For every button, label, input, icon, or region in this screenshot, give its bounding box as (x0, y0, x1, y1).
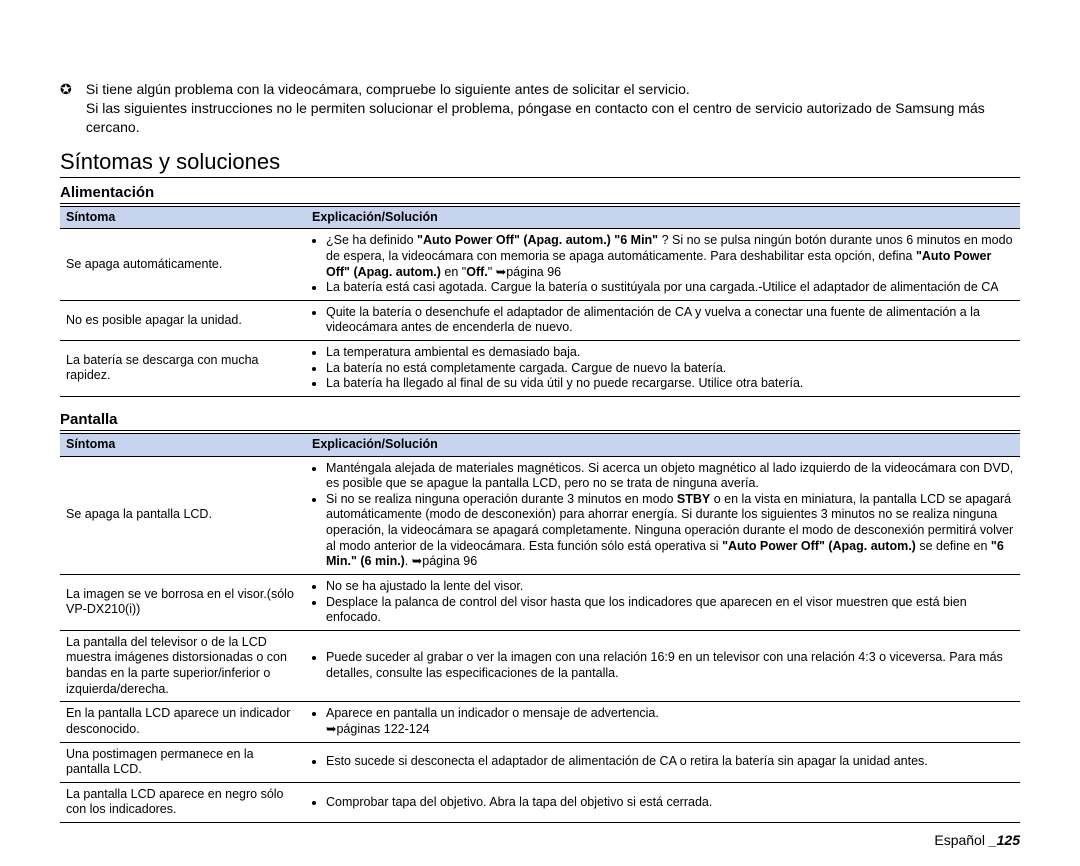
solution-list: Esto sucede si desconecta el adaptador d… (308, 754, 1014, 770)
subsection-title-alimentacion: Alimentación (60, 184, 1020, 204)
solution-list: La temperatura ambiental es demasiado ba… (308, 345, 1014, 392)
table-alimentacion: Síntoma Explicación/Solución Se apaga au… (60, 206, 1020, 397)
th-symptom: Síntoma (60, 206, 302, 229)
solution-item: Puede suceder al grabar o ver la imagen … (326, 650, 1014, 681)
th-symptom: Síntoma (60, 433, 302, 456)
solution-list: Puede suceder al grabar o ver la imagen … (308, 650, 1014, 681)
intro-line-1: Si tiene algún problema con la videocáma… (86, 81, 690, 97)
section-title: Síntomas y soluciones (60, 149, 1020, 178)
subsection-title-pantalla: Pantalla (60, 411, 1020, 431)
cell-solution: No se ha ajustado la lente del visor.Des… (306, 574, 1020, 630)
cell-symptom: En la pantalla LCD aparece un indicador … (60, 702, 302, 742)
solution-list: Manténgala alejada de materiales magnéti… (308, 461, 1014, 570)
footer-lang: Español (934, 832, 988, 848)
table-row: En la pantalla LCD aparece un indicador … (60, 702, 1020, 742)
table-pantalla: Síntoma Explicación/Solución Se apaga la… (60, 433, 1020, 823)
table-row: La pantalla LCD aparece en negro sólo co… (60, 782, 1020, 822)
solution-item: No se ha ajustado la lente del visor. (326, 579, 1014, 595)
table-row: Una postimagen permanece en la pantalla … (60, 742, 1020, 782)
cell-symptom: La pantalla del televisor o de la LCD mu… (60, 630, 302, 702)
solution-item: La batería está casi agotada. Cargue la … (326, 280, 1014, 296)
cell-solution: ¿Se ha definido "Auto Power Off" (Apag. … (306, 229, 1020, 301)
tip-icon: ✪ (60, 80, 76, 99)
cell-solution: La temperatura ambiental es demasiado ba… (306, 341, 1020, 397)
table-row: No es posible apagar la unidad. Quite la … (60, 300, 1020, 340)
cell-symptom: Una postimagen permanece en la pantalla … (60, 742, 302, 782)
intro-line-2: Si las siguientes instrucciones no le pe… (86, 100, 985, 135)
cell-symptom: No es posible apagar la unidad. (60, 300, 302, 340)
cell-symptom: La imagen se ve borrosa en el visor.(sól… (60, 574, 302, 630)
cell-solution: Quite la batería o desenchufe el adaptad… (306, 300, 1020, 340)
table-row: Se apaga la pantalla LCD. Manténgala alej… (60, 456, 1020, 574)
cell-solution: Puede suceder al grabar o ver la imagen … (306, 630, 1020, 702)
th-solution: Explicación/Solución (306, 433, 1020, 456)
solution-list: Quite la batería o desenchufe el adaptad… (308, 305, 1014, 336)
solution-item: Comprobar tapa del objetivo. Abra la tap… (326, 795, 1014, 811)
table-row: La imagen se ve borrosa en el visor.(sól… (60, 574, 1020, 630)
manual-page: ✪ Si tiene algún problema con la videocá… (0, 0, 1080, 866)
solution-list: ¿Se ha definido "Auto Power Off" (Apag. … (308, 233, 1014, 296)
solution-list: No se ha ajustado la lente del visor.Des… (308, 579, 1014, 626)
cell-solution: Manténgala alejada de materiales magnéti… (306, 456, 1020, 574)
solution-item: Esto sucede si desconecta el adaptador d… (326, 754, 1014, 770)
solution-item: La batería no está completamente cargada… (326, 361, 1014, 377)
footer-page-number: _125 (989, 832, 1020, 848)
cell-solution: Aparece en pantalla un indicador o mensa… (306, 702, 1020, 742)
table-row: La batería se descarga con mucha rapidez… (60, 341, 1020, 397)
solution-item: La temperatura ambiental es demasiado ba… (326, 345, 1014, 361)
solution-item: La batería ha llegado al final de su vid… (326, 376, 1014, 392)
cell-symptom: Se apaga automáticamente. (60, 229, 302, 301)
solution-item: ¿Se ha definido "Auto Power Off" (Apag. … (326, 233, 1014, 280)
solution-item: Manténgala alejada de materiales magnéti… (326, 461, 1014, 492)
cell-solution: Esto sucede si desconecta el adaptador d… (306, 742, 1020, 782)
solution-list: Comprobar tapa del objetivo. Abra la tap… (308, 795, 1014, 811)
cell-symptom: La batería se descarga con mucha rapidez… (60, 341, 302, 397)
intro-block: ✪ Si tiene algún problema con la videocá… (60, 80, 1020, 137)
page-footer: Español _125 (934, 832, 1020, 848)
th-solution: Explicación/Solución (306, 206, 1020, 229)
cell-solution: Comprobar tapa del objetivo. Abra la tap… (306, 782, 1020, 822)
solution-item: Desplace la palanca de control del visor… (326, 595, 1014, 626)
intro-text: Si tiene algún problema con la videocáma… (86, 80, 1016, 137)
solution-item: Quite la batería o desenchufe el adaptad… (326, 305, 1014, 336)
tbody-pantalla: Se apaga la pantalla LCD. Manténgala alej… (60, 456, 1020, 823)
table-row: La pantalla del televisor o de la LCD mu… (60, 630, 1020, 702)
cell-symptom: Se apaga la pantalla LCD. (60, 456, 302, 574)
solution-list: Aparece en pantalla un indicador o mensa… (308, 706, 1014, 737)
table-row: Se apaga automáticamente. ¿Se ha definido… (60, 229, 1020, 301)
solution-item: Aparece en pantalla un indicador o mensa… (326, 706, 1014, 737)
tbody-alimentacion: Se apaga automáticamente. ¿Se ha definido… (60, 229, 1020, 397)
solution-item: Si no se realiza ninguna operación duran… (326, 492, 1014, 570)
cell-symptom: La pantalla LCD aparece en negro sólo co… (60, 782, 302, 822)
